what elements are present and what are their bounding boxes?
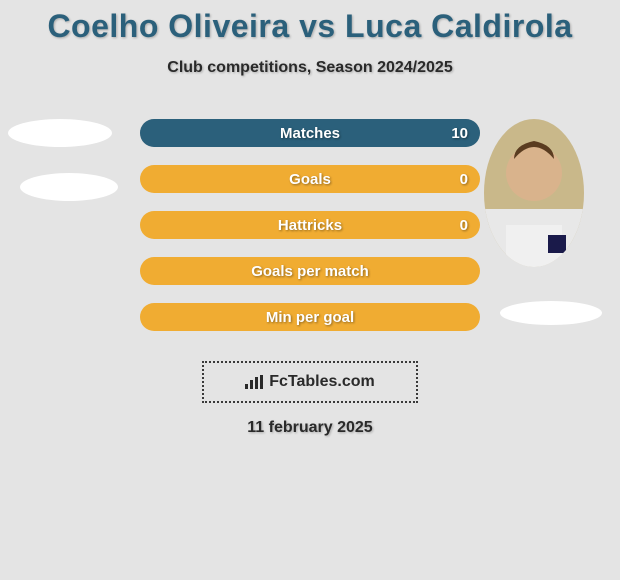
- stat-list: Matches10Goals0Hattricks0Goals per match…: [140, 119, 480, 349]
- bars-icon: [245, 375, 263, 389]
- stat-label: Goals per match: [140, 257, 480, 285]
- stat-row: Goals0: [140, 165, 480, 193]
- stat-value-right: 10: [451, 119, 468, 147]
- comparison-card: Coelho Oliveira vs Luca Caldirola Club c…: [0, 0, 620, 580]
- left-ellipse-2: [20, 173, 118, 201]
- stat-row: Matches10: [140, 119, 480, 147]
- source-logo: FcTables.com: [202, 361, 418, 403]
- right-ellipse: [500, 301, 602, 325]
- left-ellipse-1: [8, 119, 112, 147]
- stat-row: Goals per match: [140, 257, 480, 285]
- page-title: Coelho Oliveira vs Luca Caldirola: [0, 0, 620, 45]
- stat-label: Matches: [140, 119, 480, 147]
- stat-label: Min per goal: [140, 303, 480, 331]
- stat-label: Goals: [140, 165, 480, 193]
- player-avatar: [484, 119, 584, 267]
- stat-label: Hattricks: [140, 211, 480, 239]
- content-area: Matches10Goals0Hattricks0Goals per match…: [0, 119, 620, 349]
- subtitle: Club competitions, Season 2024/2025: [0, 59, 620, 77]
- stat-row: Min per goal: [140, 303, 480, 331]
- avatar-placeholder-icon: [484, 119, 584, 267]
- stat-row: Hattricks0: [140, 211, 480, 239]
- source-logo-text: FcTables.com: [269, 373, 375, 391]
- stat-value-right: 0: [460, 211, 468, 239]
- stat-value-right: 0: [460, 165, 468, 193]
- footer-date: 11 february 2025: [0, 419, 620, 437]
